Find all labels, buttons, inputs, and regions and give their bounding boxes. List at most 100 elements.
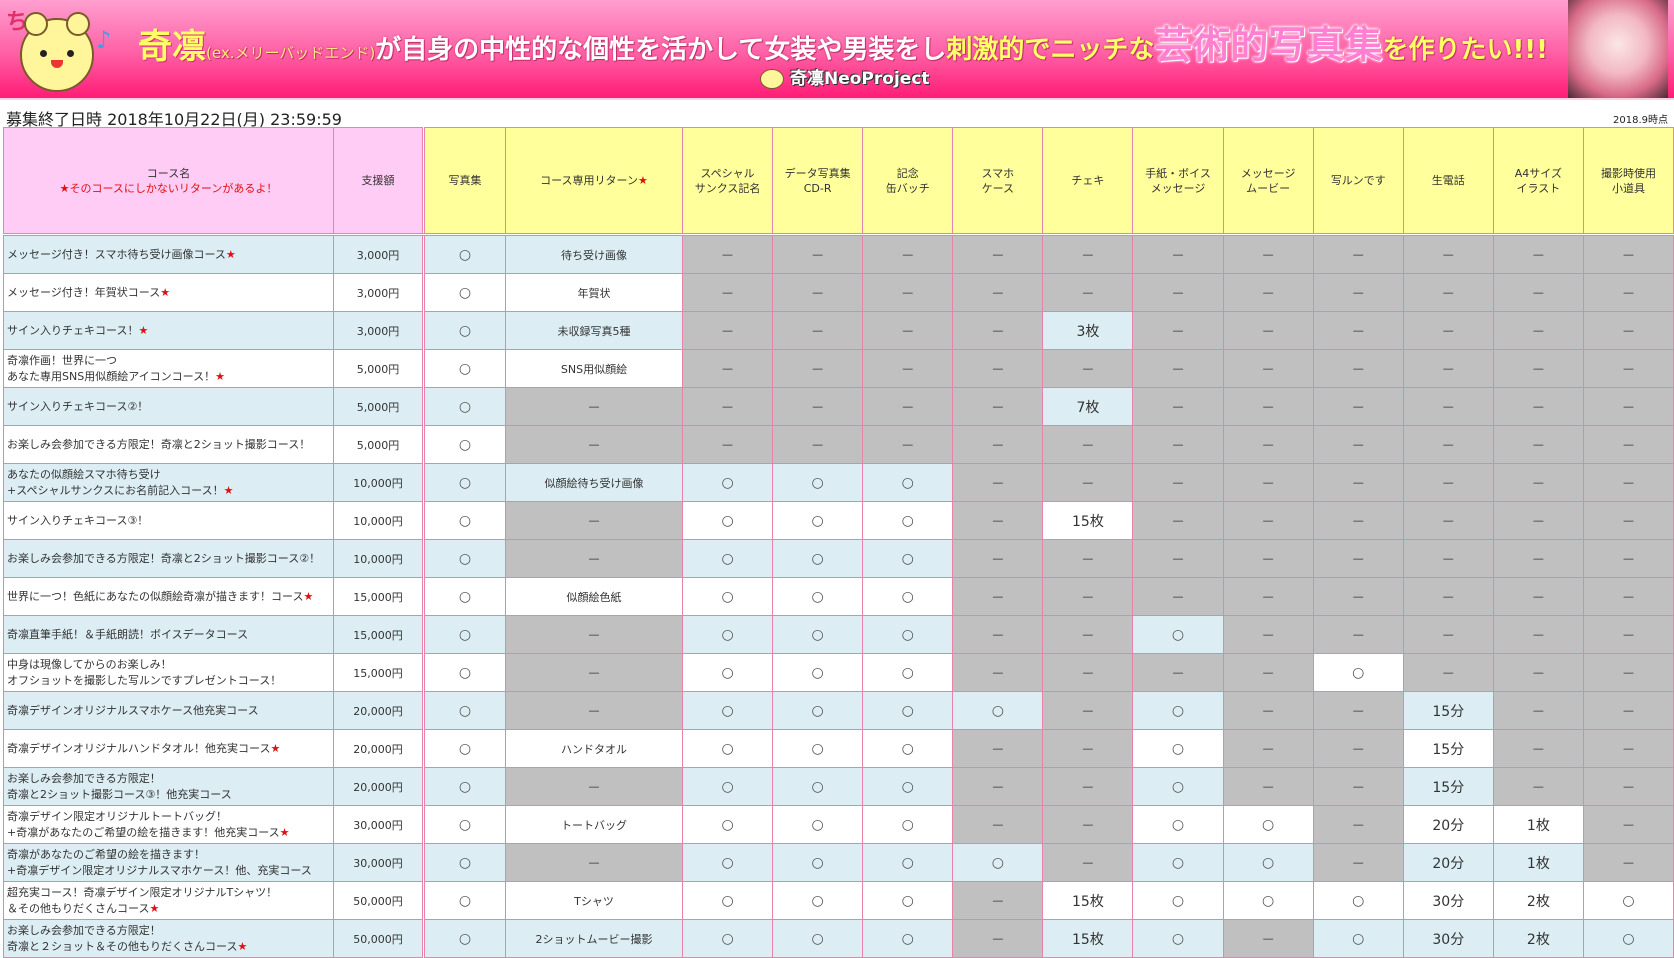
included-cell: ○ bbox=[681, 767, 774, 806]
unavailable-cell: — bbox=[1582, 425, 1674, 464]
course-price: 30,000円 bbox=[333, 843, 424, 882]
included-cell: ○ bbox=[422, 463, 506, 502]
unavailable-cell: — bbox=[1042, 234, 1134, 274]
unavailable-cell: — bbox=[1222, 273, 1314, 312]
included-cell: ○ bbox=[772, 615, 864, 654]
column-header-item: 記念 缶バッチ bbox=[862, 127, 954, 236]
unavailable-cell: — bbox=[1312, 729, 1404, 768]
unavailable-cell: — bbox=[1222, 615, 1314, 654]
unavailable-cell: — bbox=[681, 349, 774, 388]
included-cell: ○ bbox=[862, 691, 954, 730]
included-cell: ○ bbox=[422, 767, 506, 806]
unavailable-cell: — bbox=[1402, 311, 1494, 350]
course-name: 奇凛デザインオリジナルスマホケース他充実コース bbox=[3, 691, 334, 730]
unavailable-cell: — bbox=[772, 234, 864, 274]
course-price: 15,000円 bbox=[333, 577, 424, 616]
unavailable-cell: — bbox=[1582, 501, 1674, 540]
value-cell: SNS用似顔絵 bbox=[505, 349, 683, 388]
column-header-item: データ写真集 CD-R bbox=[772, 127, 864, 236]
value-cell: 3枚 bbox=[1042, 311, 1134, 350]
unavailable-cell: — bbox=[952, 425, 1044, 464]
included-cell: ○ bbox=[1132, 729, 1224, 768]
included-cell: ○ bbox=[681, 653, 774, 692]
included-cell: ○ bbox=[862, 501, 954, 540]
unavailable-cell: — bbox=[1132, 539, 1224, 578]
included-cell: ○ bbox=[422, 349, 506, 388]
unavailable-cell: — bbox=[505, 425, 683, 464]
column-header-item: チェキ bbox=[1042, 127, 1134, 236]
unavailable-cell: — bbox=[505, 387, 683, 426]
unavailable-cell: — bbox=[1042, 767, 1134, 806]
unavailable-cell: — bbox=[1492, 729, 1584, 768]
table-row: 奇凛デザインオリジナルハンドタオル！他充実コース★ 20,000円 ○ ハンドタオル ○… bbox=[3, 729, 1674, 768]
course-price: 50,000円 bbox=[333, 881, 424, 920]
value-cell: 待ち受け画像 bbox=[505, 234, 683, 274]
included-cell: ○ bbox=[862, 463, 954, 502]
course-name: 奇凛があなたのご希望の絵を描きます！ +奇凛デザイン限定オリジナルスマホケース！他… bbox=[3, 843, 334, 882]
banner-chi: ち bbox=[6, 10, 29, 35]
included-cell: ○ bbox=[1132, 767, 1224, 806]
included-cell: ○ bbox=[772, 805, 864, 844]
table-header-row: コース名 ★そのコースにしかないリターンがあるよ！ 支援額 写真集 コース専用リター… bbox=[3, 127, 1674, 236]
unavailable-cell: — bbox=[1402, 653, 1494, 692]
included-cell: ○ bbox=[772, 843, 864, 882]
included-cell: ○ bbox=[422, 919, 506, 958]
unavailable-cell: — bbox=[1312, 349, 1404, 388]
unavailable-cell: — bbox=[1582, 843, 1674, 882]
unavailable-cell: — bbox=[1042, 463, 1134, 502]
value-cell: 15枚 bbox=[1042, 919, 1134, 958]
unavailable-cell: — bbox=[1312, 615, 1404, 654]
value-cell: 1枚 bbox=[1492, 805, 1584, 844]
included-cell: ○ bbox=[1222, 843, 1314, 882]
included-cell: ○ bbox=[862, 539, 954, 578]
unavailable-cell: — bbox=[1402, 463, 1494, 502]
unavailable-cell: — bbox=[862, 311, 954, 350]
unavailable-cell: — bbox=[952, 234, 1044, 274]
unavailable-cell: — bbox=[1582, 539, 1674, 578]
unavailable-cell: — bbox=[1582, 805, 1674, 844]
value-cell: 7枚 bbox=[1042, 387, 1134, 426]
course-price: 15,000円 bbox=[333, 653, 424, 692]
included-cell: ○ bbox=[862, 805, 954, 844]
course-price: 3,000円 bbox=[333, 234, 424, 274]
star-icon: ★ bbox=[225, 247, 236, 261]
unavailable-cell: — bbox=[1222, 387, 1314, 426]
unavailable-cell: — bbox=[1222, 653, 1314, 692]
mini-bear-icon bbox=[760, 69, 784, 89]
unavailable-cell: — bbox=[1312, 234, 1404, 274]
unavailable-cell: — bbox=[1582, 311, 1674, 350]
included-cell: ○ bbox=[1132, 843, 1224, 882]
value-cell: 1枚 bbox=[1492, 843, 1584, 882]
included-cell: ○ bbox=[1222, 881, 1314, 920]
value-cell: 似顔絵色紙 bbox=[505, 577, 683, 616]
unavailable-cell: — bbox=[681, 273, 774, 312]
included-cell: ○ bbox=[1312, 919, 1404, 958]
column-header-item: 撮影時使用 小道具 bbox=[1582, 127, 1674, 236]
course-price: 5,000円 bbox=[333, 387, 424, 426]
included-cell: ○ bbox=[772, 729, 864, 768]
unavailable-cell: — bbox=[952, 311, 1044, 350]
value-cell: 2枚 bbox=[1492, 881, 1584, 920]
included-cell: ○ bbox=[1132, 615, 1224, 654]
included-cell: ○ bbox=[422, 387, 506, 426]
unavailable-cell: — bbox=[1402, 501, 1494, 540]
unavailable-cell: — bbox=[1132, 653, 1224, 692]
unavailable-cell: — bbox=[1042, 729, 1134, 768]
course-price: 10,000円 bbox=[333, 539, 424, 578]
unavailable-cell: — bbox=[1132, 577, 1224, 616]
included-cell: ○ bbox=[681, 615, 774, 654]
value-cell: 15分 bbox=[1402, 729, 1494, 768]
included-cell: ○ bbox=[422, 653, 506, 692]
star-icon: ★ bbox=[279, 825, 290, 839]
unavailable-cell: — bbox=[505, 539, 683, 578]
unavailable-cell: — bbox=[772, 311, 864, 350]
value-cell: 30分 bbox=[1402, 881, 1494, 920]
included-cell: ○ bbox=[681, 805, 774, 844]
unavailable-cell: — bbox=[1492, 615, 1584, 654]
unavailable-cell: — bbox=[1222, 767, 1314, 806]
unavailable-cell: — bbox=[952, 501, 1044, 540]
included-cell: ○ bbox=[1132, 691, 1224, 730]
unavailable-cell: — bbox=[952, 767, 1044, 806]
course-name: メッセージ付き！スマホ待ち受け画像コース★ bbox=[3, 234, 334, 274]
included-cell: ○ bbox=[681, 463, 774, 502]
